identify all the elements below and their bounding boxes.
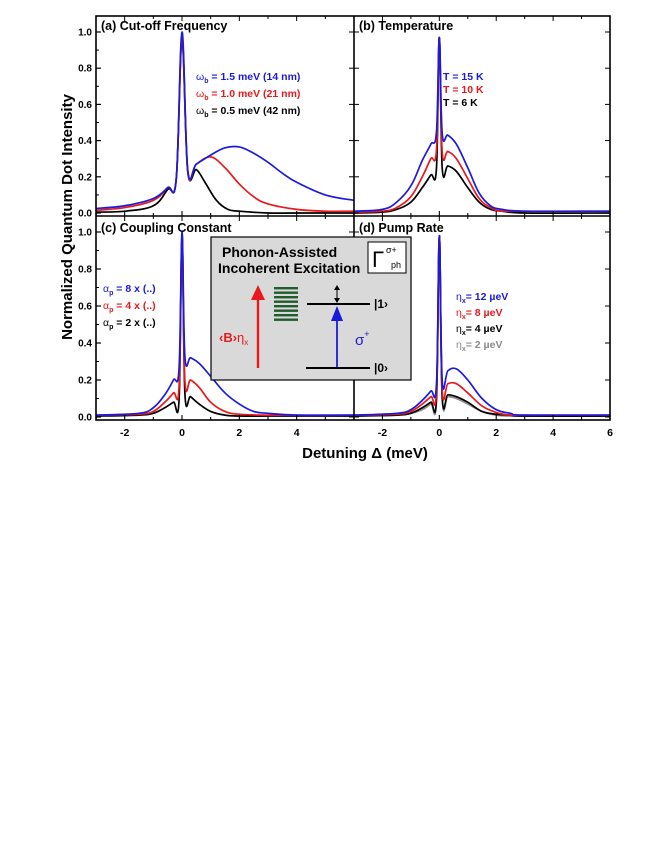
panel-title-a: (a) Cut-off Frequency bbox=[101, 19, 227, 33]
series-group-d bbox=[354, 234, 610, 417]
panel-title-d: (d) Pump Rate bbox=[359, 221, 444, 235]
detuning-arrow-top bbox=[334, 285, 340, 290]
series-group-b bbox=[354, 36, 610, 214]
gamma-box bbox=[367, 241, 407, 274]
inset-schematic: Phonon-Assisted Incoherent Excitation Γ … bbox=[210, 236, 412, 381]
legend-entry-b-1: T = 10 K bbox=[443, 84, 484, 96]
y-tick-label: 0.2 bbox=[78, 376, 92, 387]
y-tick-label: 0.6 bbox=[78, 302, 92, 313]
inset-title-line1: Phonon-Assisted bbox=[222, 244, 337, 260]
level-0-label: |0› bbox=[374, 361, 388, 375]
series-line-a-0 bbox=[96, 31, 354, 210]
series-group-a bbox=[96, 31, 354, 214]
legend-entry-d-0: ηx= 12 µeV bbox=[456, 291, 508, 305]
y-tick-label: 0.4 bbox=[78, 339, 92, 350]
phonon-bath-icon bbox=[274, 287, 298, 321]
y-tick-label: 0.2 bbox=[78, 172, 92, 183]
y-tick-label: 1.0 bbox=[78, 28, 92, 39]
level-1-label: |1› bbox=[374, 297, 388, 311]
x-axis-label: Detuning Δ (meV) bbox=[302, 445, 428, 462]
pump-arrow-head bbox=[251, 285, 265, 300]
panel-a: (a) Cut-off Frequency ωb = 1.5 meV (14 nm… bbox=[96, 19, 354, 214]
legend-entry-a-1: ωb = 1.0 meV (21 nm) bbox=[196, 88, 300, 102]
y-tick-label: 1.0 bbox=[78, 228, 92, 239]
y-tick-label: 0.6 bbox=[78, 100, 92, 111]
y-tick-label: 0.8 bbox=[78, 64, 92, 75]
legend-entry-b-0: T = 15 K bbox=[443, 71, 484, 83]
panel-d: (d) Pump Rate ηx= 12 µeV ηx= 8 µeV ηx= 4 µe… bbox=[354, 221, 610, 417]
pump-label-eta: η bbox=[237, 330, 244, 345]
series-line-a-1 bbox=[96, 36, 354, 213]
x-tick-label: 0 bbox=[179, 427, 185, 439]
legend-entry-d-1: ηx= 8 µeV bbox=[456, 307, 502, 321]
panel-title-b: (b) Temperature bbox=[359, 19, 453, 33]
legend-entry-a-2: ωb = 0.5 meV (42 nm) bbox=[196, 105, 300, 119]
x-tick-label: 4 bbox=[550, 427, 556, 439]
series-group-c bbox=[96, 231, 354, 417]
x-tick-label: 6 bbox=[607, 427, 613, 439]
sigma-label-sup: + bbox=[364, 329, 369, 339]
pump-label: ‹B›ηx bbox=[219, 330, 248, 347]
panel-b: (b) Temperature T = 15 KT = 10 KT = 6 K bbox=[354, 19, 610, 214]
y-tick-label: 0.0 bbox=[78, 209, 92, 220]
legend-entry-d-3: ηx= 2 µeV bbox=[456, 339, 502, 353]
x-tick-label: 4 bbox=[294, 427, 300, 439]
inset-title-line2: Incoherent Excitation bbox=[218, 260, 360, 276]
panel-c: (c) Coupling Constant αp = 8 x (..) αp = 4… bbox=[96, 221, 354, 417]
x-tick-label: -2 bbox=[378, 427, 387, 439]
legend-entry-c-2: αp = 2 x (..) bbox=[103, 317, 156, 331]
x-tick-label: -2 bbox=[120, 427, 129, 439]
series-line-c-0 bbox=[96, 231, 354, 417]
y-tick-label: 0.0 bbox=[78, 413, 92, 424]
legend-entry-c-0: αp = 8 x (..) bbox=[103, 283, 156, 297]
sigma-arrow-head bbox=[331, 306, 343, 321]
gamma-superscript: σ+ bbox=[386, 245, 397, 255]
sigma-label: σ+ bbox=[355, 329, 370, 349]
series-line-b-1 bbox=[354, 36, 610, 213]
detuning-arrow-bottom bbox=[334, 298, 340, 303]
x-tick-label: 0 bbox=[436, 427, 442, 439]
y-tick-label: 0.4 bbox=[78, 136, 92, 147]
series-line-d-0 bbox=[354, 234, 610, 417]
series-line-d-1 bbox=[354, 234, 610, 417]
legend-entry-d-2: ηx= 4 µeV bbox=[456, 323, 502, 337]
pump-label-sub: x bbox=[244, 338, 248, 347]
x-tick-label: 2 bbox=[236, 427, 242, 439]
gamma-symbol: Γ bbox=[372, 247, 384, 272]
sigma-label-symbol: σ bbox=[355, 332, 365, 349]
gamma-subscript: ph bbox=[391, 260, 401, 270]
x-tick-label: 2 bbox=[493, 427, 499, 439]
y-tick-label: 0.8 bbox=[78, 265, 92, 276]
pump-label-b: ‹B› bbox=[219, 330, 237, 345]
legend-entry-a-0: ωb = 1.5 meV (14 nm) bbox=[196, 71, 300, 85]
series-line-b-0 bbox=[354, 36, 610, 213]
y-axis-label: Normalized Quantum Dot Intensity bbox=[59, 93, 76, 340]
legend-entry-c-1: αp = 4 x (..) bbox=[103, 300, 156, 314]
series-line-a-2 bbox=[96, 40, 354, 214]
legend-entry-b-2: T = 6 K bbox=[443, 97, 478, 109]
series-line-b-2 bbox=[354, 36, 610, 214]
panel-title-c: (c) Coupling Constant bbox=[101, 221, 232, 235]
